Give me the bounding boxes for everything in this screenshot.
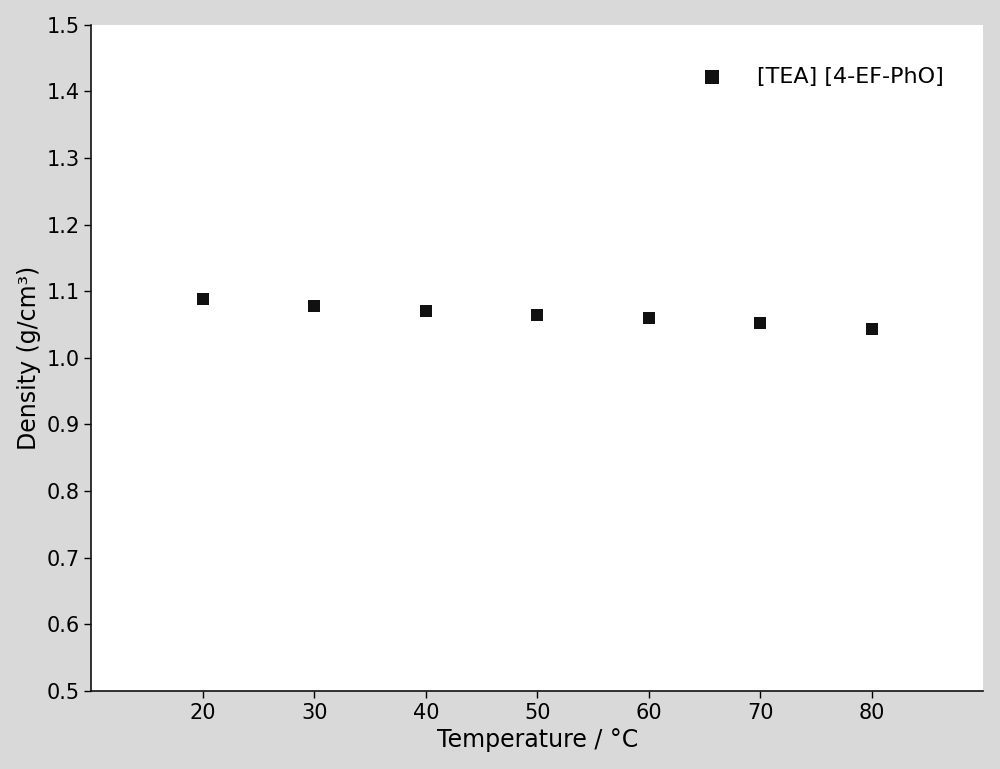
[TEA] [4-EF-PhO] — [306, 300, 322, 312]
[TEA] [4-EF-PhO] — [418, 305, 434, 317]
[TEA] [4-EF-PhO] — [195, 293, 211, 305]
Y-axis label: Density (g/cm³): Density (g/cm³) — [17, 266, 41, 450]
[TEA] [4-EF-PhO] — [641, 311, 657, 324]
Legend: [TEA] [4-EF-PhO]: [TEA] [4-EF-PhO] — [679, 56, 954, 98]
X-axis label: Temperature / °C: Temperature / °C — [437, 728, 638, 752]
[TEA] [4-EF-PhO] — [864, 322, 880, 335]
[TEA] [4-EF-PhO] — [529, 308, 545, 321]
[TEA] [4-EF-PhO] — [752, 317, 768, 329]
